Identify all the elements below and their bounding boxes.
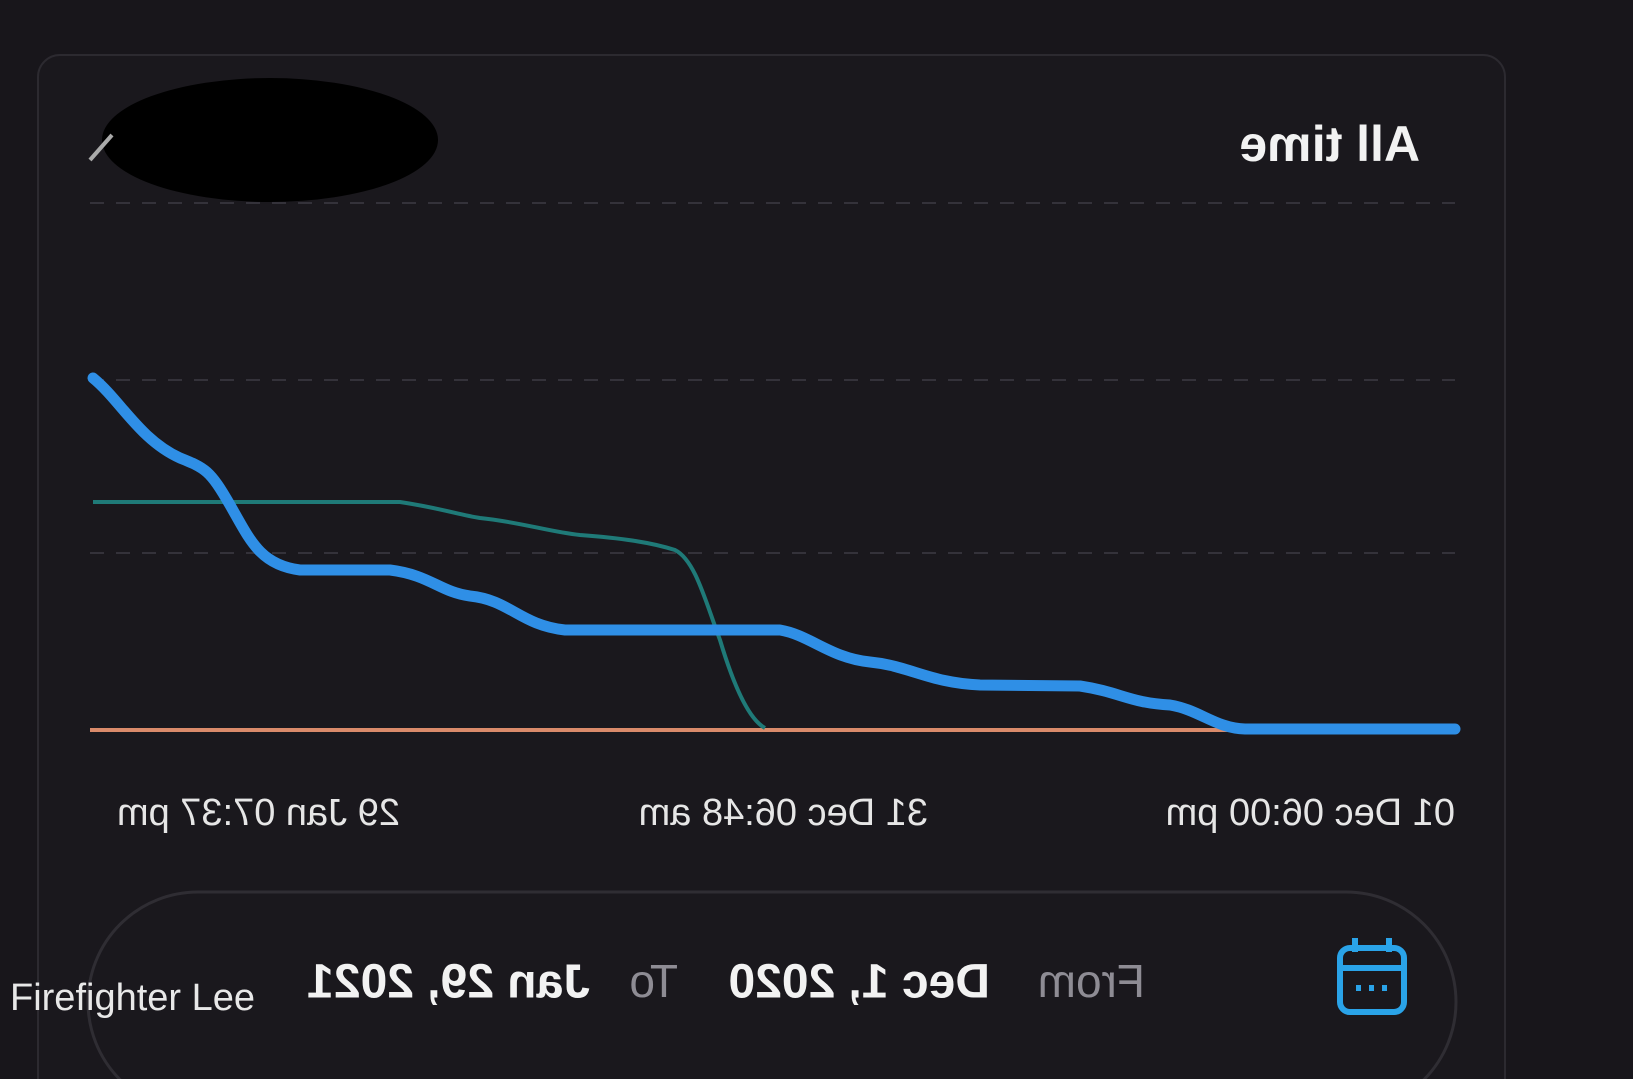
to-date: Jan 29, 2021	[307, 956, 590, 1009]
to-label: To	[629, 955, 678, 1007]
x-tick-label: 29 Jan 07:37 pm	[117, 792, 400, 834]
redaction	[102, 78, 438, 202]
x-tick-label: 31 Dec 06:48 am	[639, 792, 928, 834]
from-date: Dec 1, 2020	[728, 956, 990, 1009]
x-tick-label: 01 Dec 06:00 pm	[1166, 792, 1455, 834]
card	[37, 54, 1506, 1079]
calendar-icon[interactable]	[1337, 938, 1407, 1015]
grid	[90, 202, 1455, 554]
calendar-body	[1337, 945, 1407, 1015]
blue-series	[87, 372, 1461, 735]
from-label: From	[1038, 955, 1145, 1007]
range-label[interactable]: All time	[1239, 116, 1420, 172]
date-range-pill[interactable]	[86, 890, 1458, 1079]
watermark: Firefighter Lee	[10, 977, 255, 1019]
teal-series	[93, 500, 767, 730]
edit-icon	[88, 133, 114, 162]
